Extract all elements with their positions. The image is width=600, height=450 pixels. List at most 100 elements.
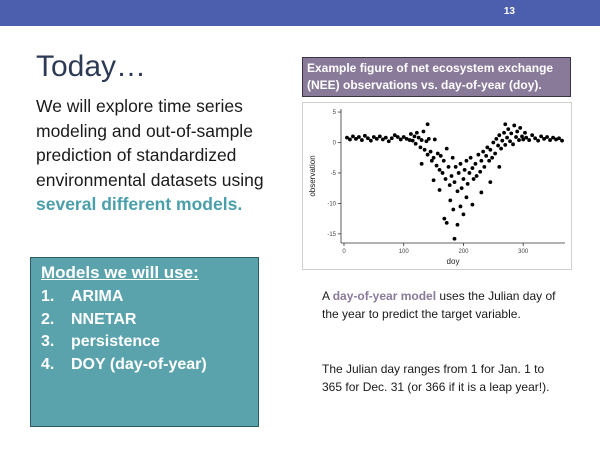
- x-tick-label: 300: [518, 249, 529, 255]
- x-tick-label: 200: [458, 249, 469, 255]
- data-point: [485, 145, 490, 150]
- data-point: [515, 129, 520, 134]
- data-point: [470, 202, 475, 207]
- data-point: [418, 145, 423, 150]
- data-point: [351, 134, 355, 139]
- data-point: [450, 155, 455, 160]
- data-point: [383, 135, 388, 140]
- data-point: [487, 158, 492, 163]
- x-tick-label: 0: [342, 249, 346, 255]
- data-point: [470, 166, 475, 170]
- data-point: [452, 180, 457, 184]
- model-item-doy: 4. DOY (day-of-year): [41, 354, 258, 377]
- data-point: [442, 216, 447, 221]
- data-point: [422, 147, 427, 152]
- y-tick-label: 0: [333, 141, 337, 147]
- y-tick-label: -10: [327, 201, 336, 207]
- data-point: [557, 136, 561, 141]
- data-point: [398, 137, 403, 142]
- data-point: [491, 140, 496, 145]
- data-point: [478, 169, 483, 174]
- data-point: [523, 130, 527, 135]
- data-point: [416, 135, 421, 140]
- y-tick-label: 5: [333, 110, 337, 116]
- data-point: [448, 198, 453, 203]
- data-point: [509, 131, 514, 136]
- data-point: [461, 177, 466, 181]
- data-point: [542, 136, 546, 141]
- model-label: ARIMA: [71, 288, 124, 305]
- data-point: [449, 174, 454, 178]
- data-point: [413, 141, 418, 146]
- data-point: [464, 195, 469, 200]
- data-point: [468, 155, 473, 160]
- y-axis-label: observation: [308, 155, 317, 196]
- model-label: NNETAR: [71, 310, 137, 328]
- models-box: Models we will use: 1. ARIMA 2. NNETAR 3. p…: [30, 257, 259, 427]
- data-point: [419, 138, 424, 142]
- data-point: [474, 174, 479, 178]
- data-point: [434, 163, 439, 168]
- data-point: [435, 151, 440, 156]
- data-point: [348, 137, 352, 142]
- data-point: [520, 134, 524, 139]
- data-point: [453, 164, 458, 169]
- data-point: [438, 154, 443, 158]
- figure-caption: Example figure of net ecosystem exchange…: [302, 57, 571, 97]
- model-label: persistence: [71, 333, 160, 350]
- model-item-persistence: 3. persistence: [41, 331, 258, 354]
- data-point: [428, 149, 433, 154]
- top-banner: 13: [0, 0, 600, 26]
- data-point: [426, 136, 431, 141]
- data-point: [511, 142, 515, 147]
- data-point: [536, 138, 541, 143]
- data-point: [539, 134, 544, 139]
- data-point: [424, 139, 429, 144]
- data-point: [488, 180, 493, 184]
- data-point: [437, 188, 442, 192]
- data-point: [431, 155, 436, 160]
- data-point: [479, 190, 484, 195]
- data-point: [446, 164, 451, 169]
- intro-paragraph: We will explore time series modeling and…: [36, 94, 286, 217]
- data-point: [380, 137, 385, 142]
- data-point: [371, 135, 376, 139]
- model-number: 1.: [41, 288, 55, 305]
- data-point: [386, 139, 391, 144]
- data-point: [506, 127, 511, 131]
- data-point: [437, 168, 442, 172]
- data-point: [490, 155, 495, 160]
- data-point: [425, 152, 430, 157]
- slide-number: 13: [503, 6, 515, 17]
- data-point: [412, 134, 417, 139]
- data-point: [401, 135, 406, 139]
- data-point: [440, 171, 445, 175]
- data-point: [548, 138, 552, 142]
- model-item-arima: 1. ARIMA: [41, 286, 258, 309]
- data-point: [447, 183, 452, 188]
- nee-scatter-figure: 0 100 200 300 5 0 -5 -10 -15 observation doy: [302, 102, 572, 270]
- data-point: [458, 204, 463, 209]
- data-point: [360, 138, 364, 142]
- data-point: [508, 139, 512, 144]
- data-point: [493, 151, 498, 156]
- data-point: [456, 171, 461, 175]
- data-point: [554, 137, 558, 142]
- data-point: [502, 130, 506, 135]
- data-point: [452, 236, 457, 241]
- scatter-plot: 0 100 200 300 5 0 -5 -10 -15 observation doy: [308, 109, 565, 266]
- data-point: [354, 136, 358, 141]
- models-heading: Models we will use:: [41, 263, 199, 282]
- intro-text: We will explore time series modeling and…: [36, 96, 264, 190]
- data-point: [497, 164, 502, 169]
- data-point: [481, 149, 486, 154]
- data-point: [461, 212, 466, 217]
- data-point: [392, 133, 397, 138]
- data-point: [473, 161, 478, 166]
- data-point: [482, 164, 487, 169]
- data-point: [365, 136, 370, 141]
- desc-text: A: [322, 289, 333, 303]
- data-points: [345, 122, 564, 241]
- data-point: [488, 147, 493, 152]
- data-point: [455, 189, 460, 194]
